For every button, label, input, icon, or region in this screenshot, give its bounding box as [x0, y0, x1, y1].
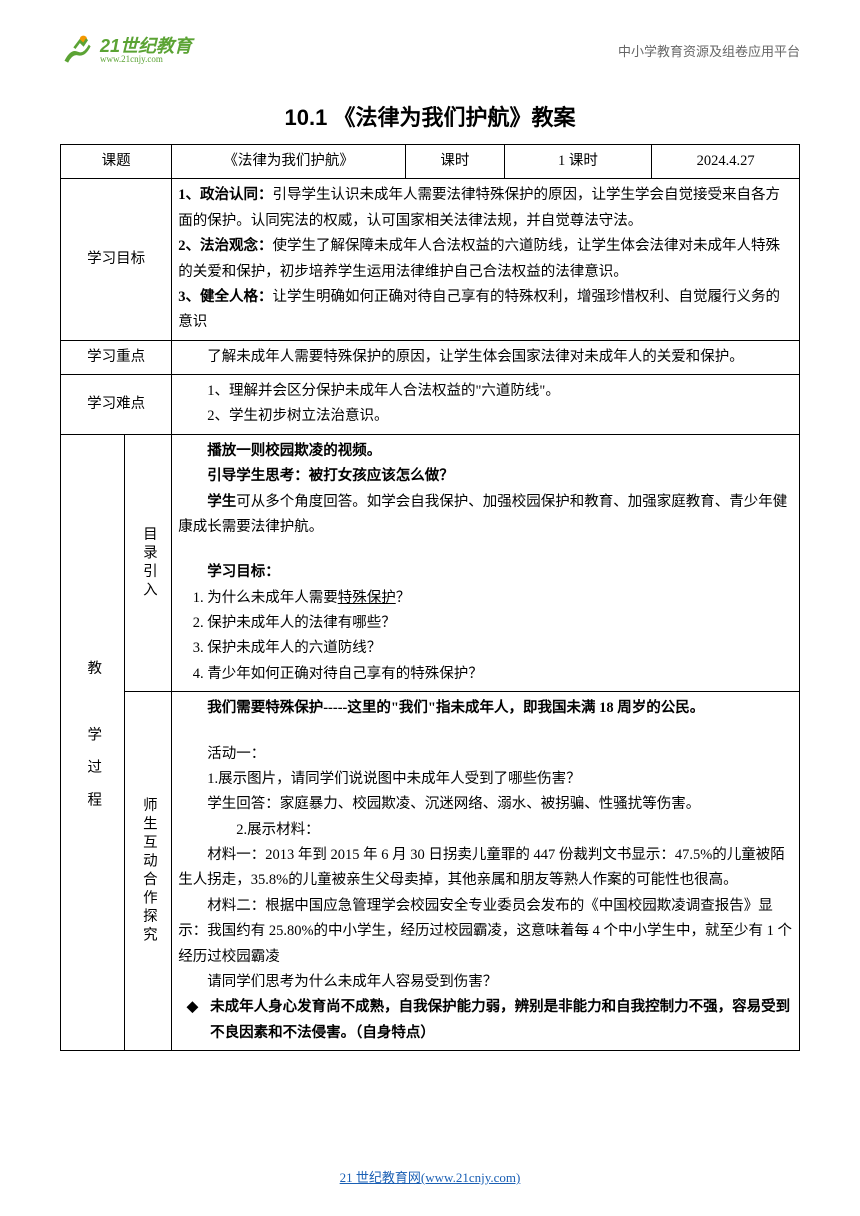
inter-p2: 活动一： — [178, 742, 793, 767]
table-row: 课题 《法律为我们护航》 课时 1 课时 2024.4.27 — [61, 145, 800, 179]
key-label: 学习重点 — [61, 340, 172, 374]
key-content: 了解未成年人需要特殊保护的原因，让学生体会国家法律对未成年人的关爱和保护。 — [172, 340, 800, 374]
inter-p8: 请同学们思考为什么未成年人容易受到伤害？ — [178, 970, 793, 995]
goals-label: 学习目标 — [61, 179, 172, 340]
title-text: 《法律为我们护航》教案 — [333, 105, 575, 130]
page-title: 10.1 《法律为我们护航》教案 — [60, 100, 800, 132]
table-row: 教 学过程 目录引入 播放一则校园欺凌的视频。 引导学生思考：被打女孩应该怎么做… — [61, 434, 800, 691]
topic-label: 课题 — [61, 145, 172, 179]
topic-value: 《法律为我们护航》 — [172, 145, 406, 179]
footer-url[interactable]: (www.21cnjy.com) — [421, 1170, 520, 1185]
table-row: 学习目标 1、政治认同：引导学生认识未成年人需要法律特殊保护的原因，让学生学会自… — [61, 179, 800, 340]
diff-content: 1、理解并会区分保护未成年人合法权益的"六道防线"。 2、学生初步树立法治意识。 — [172, 375, 800, 435]
intro-content: 播放一则校园欺凌的视频。 引导学生思考：被打女孩应该怎么做？ 学生可从多个角度回… — [172, 434, 800, 691]
intro-p1: 播放一则校园欺凌的视频。 — [178, 439, 793, 464]
diff-1: 1、理解并会区分保护未成年人合法权益的"六道防线"。 — [178, 379, 793, 404]
interaction-content: 我们需要特殊保护-----这里的"我们"指未成年人，即我国未满 18 周岁的公民… — [172, 692, 800, 1051]
page-header: 21世纪教育 www.21cnjy.com 中小学教育资源及组卷应用平台 — [60, 30, 800, 70]
inter-p3: 1.展示图片，请同学们说说图中未成年人受到了哪些伤害？ — [178, 767, 793, 792]
period-value: 1 课时 — [504, 145, 652, 179]
intro-l1: 1. 为什么未成年人需要特殊保护？ — [178, 586, 793, 611]
key-text: 了解未成年人需要特殊保护的原因，让学生体会国家法律对未成年人的关爱和保护。 — [178, 345, 793, 370]
goal-3-head: 3、健全人格： — [178, 289, 272, 305]
logo-icon — [60, 32, 96, 68]
inter-p4: 学生回答：家庭暴力、校园欺凌、沉迷网络、溺水、被拐骗、性骚扰等伤害。 — [178, 792, 793, 817]
goals-content: 1、政治认同：引导学生认识未成年人需要法律特殊保护的原因，让学生学会自觉接受来自… — [172, 179, 800, 340]
intro-label: 目录引入 — [125, 434, 172, 691]
header-right-text: 中小学教育资源及组卷应用平台 — [618, 41, 800, 60]
logo-text: 21世纪教育 www.21cnjy.com — [100, 37, 192, 64]
date-value: 2024.4.27 — [652, 145, 800, 179]
inter-p1: 我们需要特殊保护-----这里的"我们"指未成年人，即我国未满 18 周岁的公民… — [178, 696, 793, 721]
intro-p3: 学生可从多个角度回答。如学会自我保护、加强校园保护和教育、加强家庭教育、青少年健… — [178, 490, 793, 541]
inter-p7: 材料二：根据中国应急管理学会校园安全专业委员会发布的《中国校园欺凌调查报告》显示… — [178, 894, 793, 970]
interaction-label: 师生互动合作探究 — [125, 692, 172, 1051]
footer-link[interactable]: 21 世纪教育网 — [340, 1170, 421, 1185]
intro-l4: 4. 青少年如何正确对待自己享有的特殊保护？ — [178, 662, 793, 687]
inter-p6: 材料一：2013 年到 2015 年 6 月 30 日拐卖儿童罪的 447 份裁… — [178, 843, 793, 894]
page-footer: 21 世纪教育网(www.21cnjy.com) — [0, 1167, 860, 1186]
lesson-plan-table: 课题 《法律为我们护航》 课时 1 课时 2024.4.27 学习目标 1、政治… — [60, 144, 800, 1051]
period-label: 课时 — [406, 145, 504, 179]
goal-2-head: 2、法治观念： — [178, 238, 272, 254]
intro-l2: 2. 保护未成年人的法律有哪些？ — [178, 611, 793, 636]
inter-p5: 2.展示材料： — [178, 818, 793, 843]
table-row: 学习难点 1、理解并会区分保护未成年人合法权益的"六道防线"。 2、学生初步树立… — [61, 375, 800, 435]
intro-l3: 3. 保护未成年人的六道防线？ — [178, 636, 793, 661]
intro-p2: 引导学生思考：被打女孩应该怎么做？ — [178, 464, 793, 489]
logo: 21世纪教育 www.21cnjy.com — [60, 32, 192, 68]
diff-label: 学习难点 — [61, 375, 172, 435]
goal-1-head: 1、政治认同： — [178, 187, 272, 203]
title-number: 10.1 — [285, 105, 328, 130]
intro-p4: 学习目标： — [178, 560, 793, 585]
process-label: 教 学过程 — [61, 434, 125, 1050]
logo-sub-text: www.21cnjy.com — [100, 55, 192, 64]
diff-2: 2、学生初步树立法治意识。 — [178, 404, 793, 429]
table-row: 学习重点 了解未成年人需要特殊保护的原因，让学生体会国家法律对未成年人的关爱和保… — [61, 340, 800, 374]
logo-main-text: 21世纪教育 — [100, 37, 192, 55]
inter-bullet-1: 未成年人身心发育尚不成熟，自我保护能力弱，辨别是非能力和自我控制力不强，容易受到… — [178, 995, 793, 1046]
table-row: 师生互动合作探究 我们需要特殊保护-----这里的"我们"指未成年人，即我国未满… — [61, 692, 800, 1051]
